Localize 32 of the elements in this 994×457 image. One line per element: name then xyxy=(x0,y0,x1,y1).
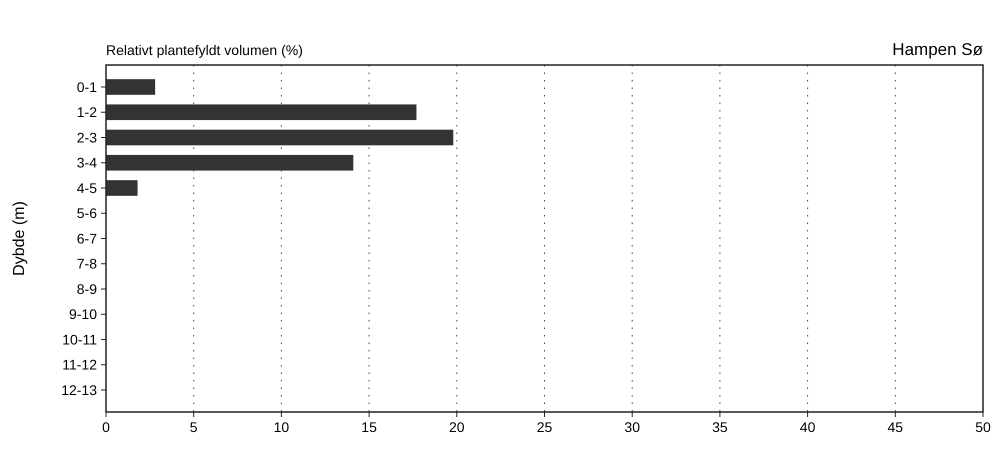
bar xyxy=(106,104,416,120)
y-tick-label: 11-12 xyxy=(62,356,98,373)
y-tick-label: 10-11 xyxy=(62,331,98,348)
y-tick-label: 3-4 xyxy=(76,154,98,171)
y-tick-label: 8-9 xyxy=(76,280,98,297)
y-tick-label: 4-5 xyxy=(76,180,98,196)
x-tick-label: 20 xyxy=(449,419,465,435)
x-tick-label: 15 xyxy=(361,419,378,435)
bar xyxy=(106,180,138,196)
x-tick-label: 25 xyxy=(536,419,552,435)
chart-title: Relativt plantefyldt volumen (%) xyxy=(106,42,303,58)
chart-subtitle: Hampen Sø xyxy=(892,40,983,59)
y-tick-label: 5-6 xyxy=(76,205,98,222)
bar xyxy=(106,154,354,171)
bar xyxy=(106,79,156,95)
y-tick-label: 12-13 xyxy=(61,382,98,398)
x-tick-label: 40 xyxy=(800,419,816,435)
y-tick-label: 0-1 xyxy=(76,78,98,95)
x-tick-label: 35 xyxy=(712,419,728,435)
y-tick-label: 6-7 xyxy=(76,230,98,246)
x-tick-label: 50 xyxy=(975,419,991,435)
y-tick-label: 1-2 xyxy=(76,104,98,120)
y-axis-title: Dybde (m) xyxy=(11,201,28,276)
x-tick-label: 5 xyxy=(190,419,198,435)
x-tick-label: 30 xyxy=(624,419,640,435)
x-tick-label: 0 xyxy=(102,419,110,435)
x-tick-label: 10 xyxy=(274,419,290,435)
y-tick-label: 2-3 xyxy=(76,129,98,146)
y-tick-label: 7-8 xyxy=(76,256,98,272)
y-tick-label: 9-10 xyxy=(68,306,98,322)
bar xyxy=(106,130,454,146)
x-tick-label: 45 xyxy=(888,419,904,435)
